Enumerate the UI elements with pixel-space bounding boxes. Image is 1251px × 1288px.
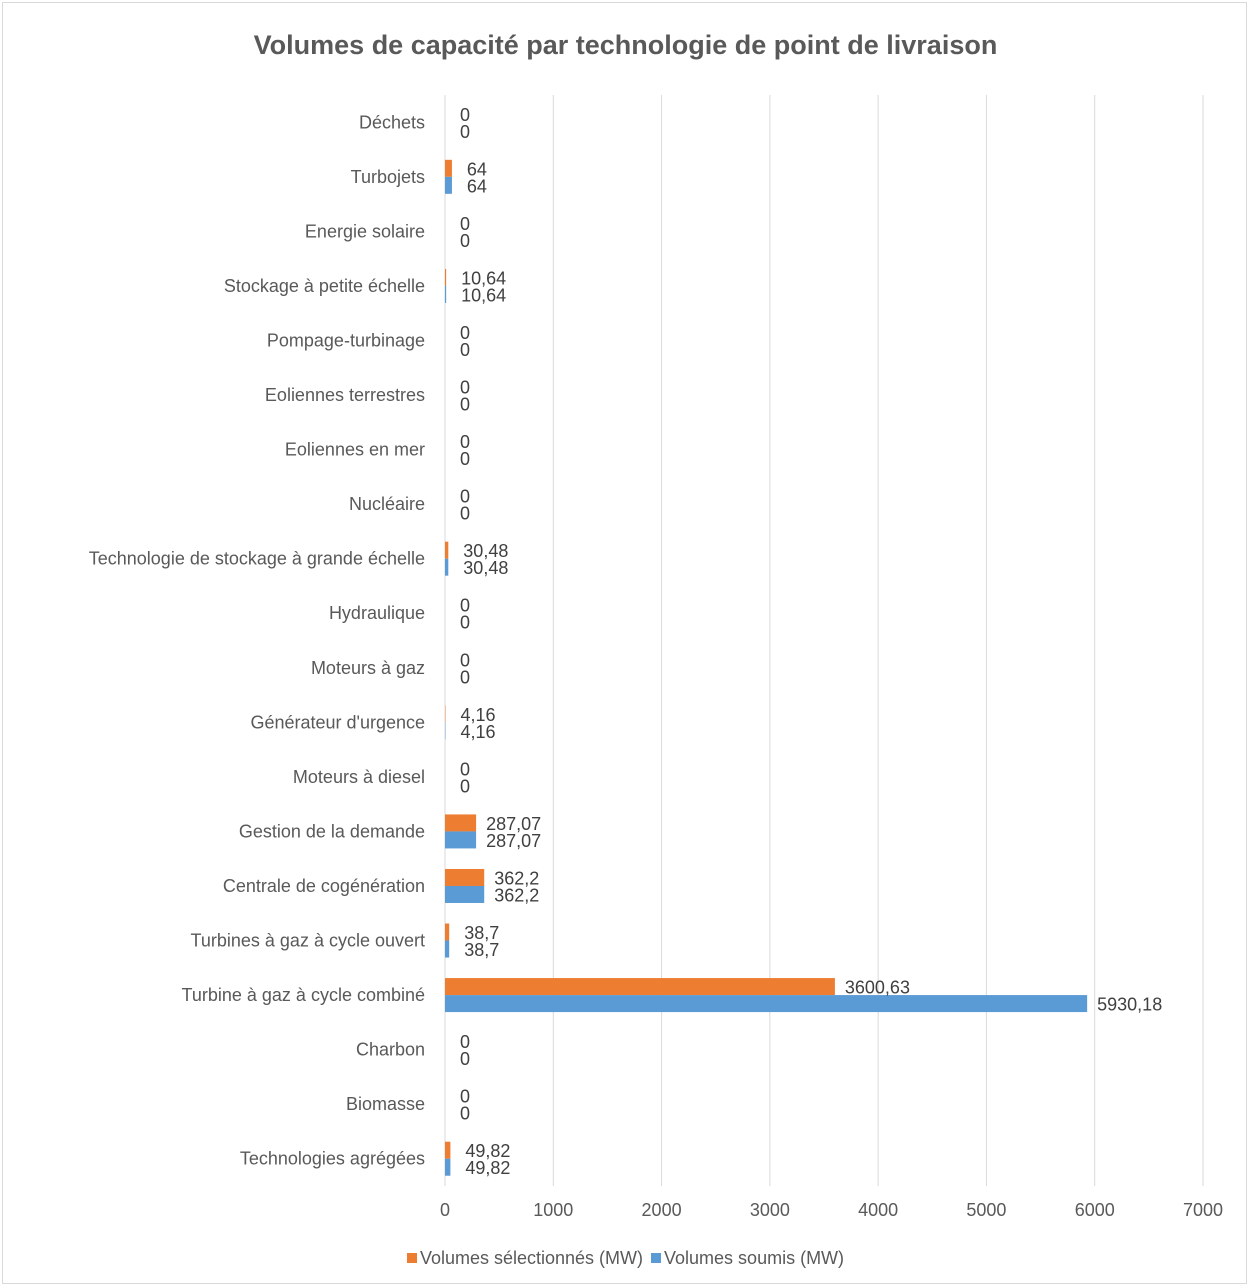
data-label-selected: 0 [460, 1087, 470, 1107]
data-label-submitted: 0 [460, 122, 470, 142]
data-label-selected: 49,82 [465, 1141, 510, 1161]
data-label-selected: 3600,63 [845, 978, 910, 998]
bar-selected [445, 1141, 451, 1159]
data-label-submitted: 30,48 [463, 558, 508, 578]
category-label: Centrale de cogénération [223, 876, 425, 896]
data-label-submitted: 5930,18 [1097, 995, 1162, 1015]
category-label: Moteurs à diesel [293, 767, 425, 787]
data-label-submitted: 0 [460, 395, 470, 415]
data-label-selected: 30,48 [463, 541, 508, 561]
data-label-selected: 0 [460, 105, 470, 125]
legend-swatch [651, 1253, 662, 1263]
bars [445, 159, 1088, 1176]
category-label: Nucléaire [349, 494, 425, 514]
bar-submitted [445, 1158, 451, 1176]
bar-selected [445, 159, 452, 177]
category-label: Gestion de la demande [239, 821, 425, 841]
data-label-submitted: 0 [460, 231, 470, 251]
data-label-submitted: 0 [460, 1104, 470, 1124]
category-label: Déchets [359, 112, 425, 132]
bar-selected [445, 978, 835, 996]
legend: Volumes sélectionnés (MW) Volumes soumis … [0, 1248, 1251, 1269]
category-labels: Déchets Turbojets Energie solaire Stockage … [89, 112, 425, 1168]
category-label: Eoliennes terrestres [265, 385, 425, 405]
data-label-submitted: 0 [460, 776, 470, 796]
x-tick-label: 1000 [533, 1200, 573, 1220]
data-label-selected: 0 [460, 432, 470, 452]
data-label-submitted: 4,16 [460, 722, 495, 742]
legend-swatch [406, 1253, 417, 1263]
data-label-submitted: 0 [460, 340, 470, 360]
gridlines [444, 95, 1204, 1186]
category-label: Biomasse [346, 1094, 425, 1114]
category-label: Stockage à petite échelle [224, 276, 425, 296]
category-label: Energie solaire [305, 221, 425, 241]
bar-submitted [445, 940, 450, 958]
x-axis-tick-labels: 0 1000 2000 3000 4000 5000 6000 7000 [440, 1200, 1223, 1220]
legend-item-submitted: Volumes soumis (MW) [651, 1248, 844, 1269]
category-label: Turbines à gaz à cycle ouvert [191, 931, 425, 951]
x-tick-label: 3000 [750, 1200, 790, 1220]
data-label-submitted: 0 [460, 504, 470, 524]
data-label-selected: 287,07 [486, 814, 541, 834]
data-label-submitted: 0 [460, 667, 470, 687]
bar-submitted [445, 885, 485, 903]
data-label-selected: 4,16 [460, 705, 495, 725]
data-label-selected: 362,2 [494, 868, 539, 888]
x-tick-label: 7000 [1183, 1200, 1223, 1220]
data-label-selected: 0 [460, 487, 470, 507]
legend-label: Volumes soumis (MW) [664, 1248, 845, 1268]
x-tick-label: 6000 [1075, 1200, 1115, 1220]
bar-submitted [445, 176, 452, 194]
x-tick-label: 4000 [858, 1200, 898, 1220]
bar-selected [445, 923, 450, 941]
data-labels: 0064640010,6410,640000000030,4830,480000… [460, 105, 1162, 1178]
category-label: Pompage-turbinage [267, 330, 425, 350]
bar-submitted [445, 285, 447, 303]
data-label-submitted: 10,64 [461, 285, 506, 305]
bar-selected [445, 541, 449, 559]
data-label-selected: 0 [460, 650, 470, 670]
data-label-submitted: 0 [460, 613, 470, 633]
data-label-submitted: 64 [467, 176, 487, 196]
data-label-selected: 0 [460, 378, 470, 398]
bar-submitted [445, 558, 449, 576]
category-label: Turbojets [351, 167, 425, 187]
bar-submitted [445, 995, 1088, 1013]
data-label-selected: 0 [460, 759, 470, 779]
category-label: Charbon [356, 1040, 425, 1060]
legend-item-selected: Volumes sélectionnés (MW) [406, 1248, 644, 1269]
data-label-submitted: 362,2 [494, 885, 539, 905]
category-label: Moteurs à gaz [311, 658, 425, 678]
data-label-submitted: 49,82 [465, 1158, 510, 1178]
bar-selected [445, 268, 447, 286]
bar-submitted [445, 831, 477, 849]
data-label-selected: 64 [467, 159, 487, 179]
legend-label: Volumes sélectionnés (MW) [419, 1248, 644, 1268]
category-label: Technologie de stockage à grande échelle [89, 549, 425, 569]
data-label-submitted: 38,7 [464, 940, 499, 960]
data-label-submitted: 0 [460, 449, 470, 469]
chart-title: Volumes de capacité par technologie de p… [253, 30, 998, 60]
data-label-selected: 0 [460, 596, 470, 616]
category-label: Eoliennes en mer [285, 440, 425, 460]
category-label: Technologies agrégées [240, 1149, 425, 1169]
data-label-selected: 0 [460, 1032, 470, 1052]
category-label: Hydraulique [329, 603, 425, 623]
data-label-selected: 10,64 [461, 268, 506, 288]
bar-selected [445, 814, 477, 832]
data-label-selected: 0 [460, 323, 470, 343]
category-label: Générateur d'urgence [250, 712, 425, 732]
x-tick-label: 5000 [966, 1200, 1006, 1220]
data-label-selected: 0 [460, 214, 470, 234]
x-tick-label: 0 [440, 1200, 450, 1220]
x-tick-label: 2000 [642, 1200, 682, 1220]
data-label-selected: 38,7 [464, 923, 499, 943]
data-label-submitted: 287,07 [486, 831, 541, 851]
category-label: Turbine à gaz à cycle combiné [182, 985, 425, 1005]
bar-selected [445, 868, 485, 886]
data-label-submitted: 0 [460, 1049, 470, 1069]
